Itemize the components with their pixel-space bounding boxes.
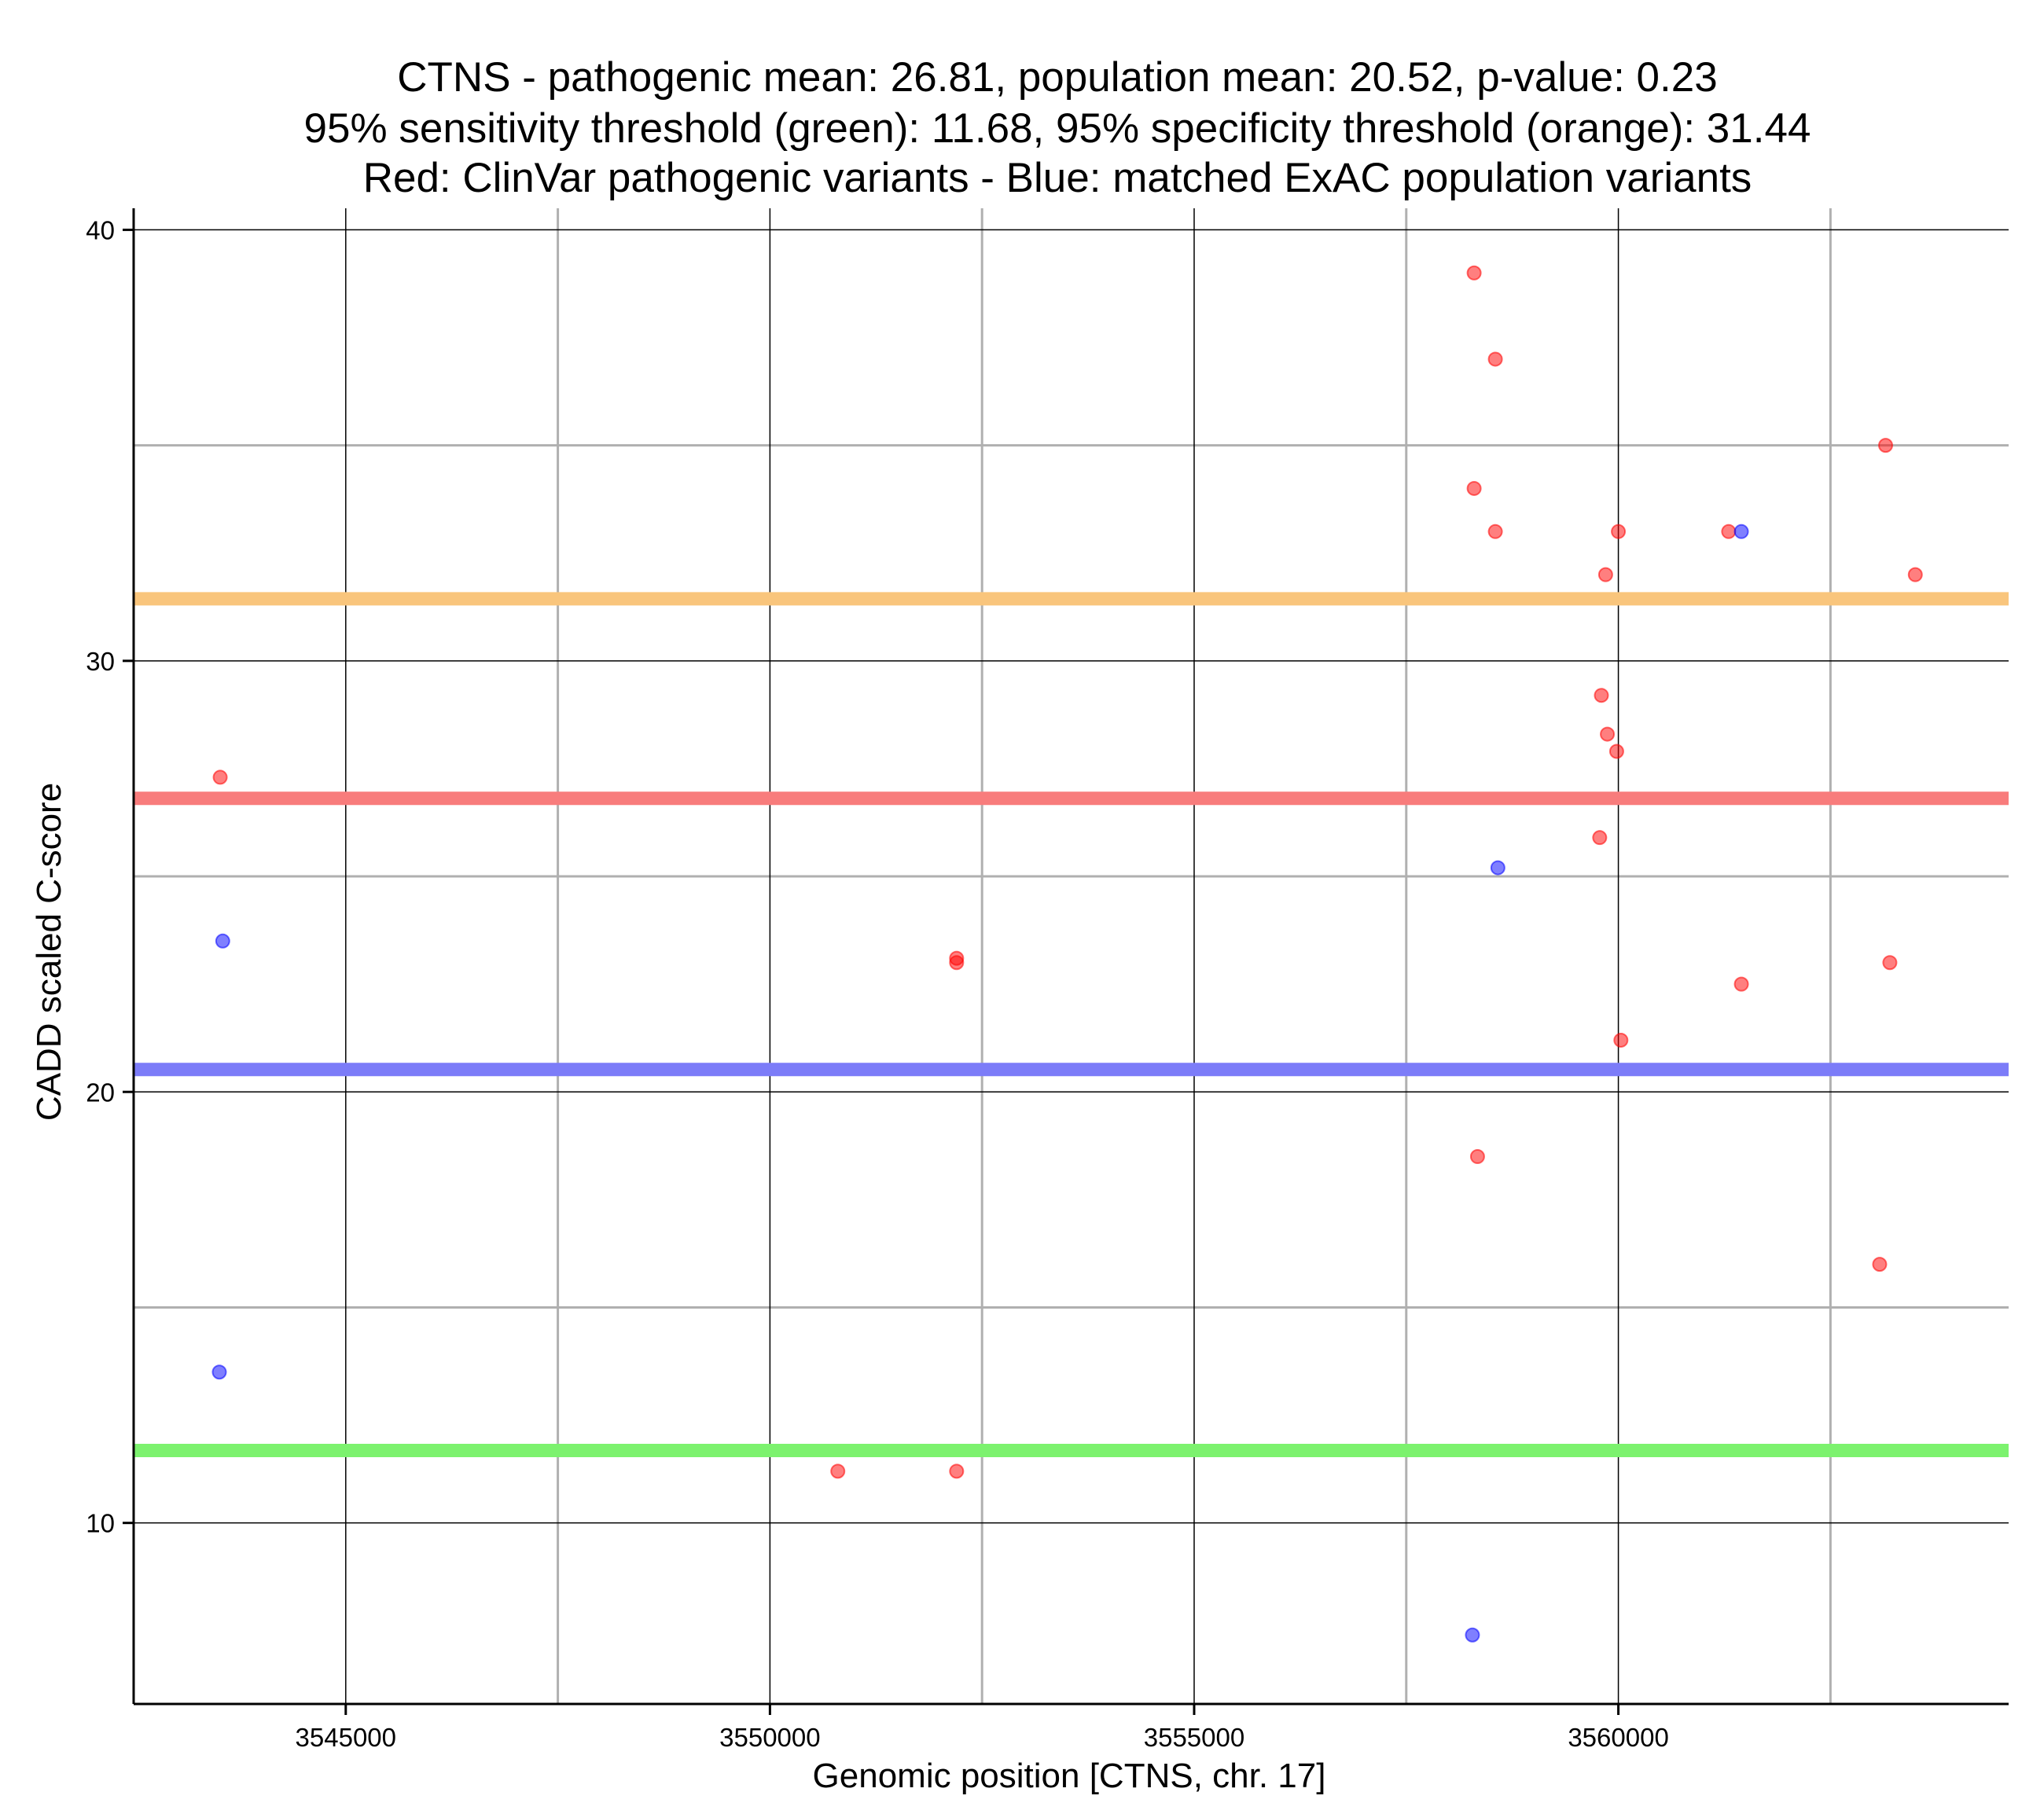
pathogenic-point-15 (1592, 830, 1608, 846)
x-tick-label-3: 3560000 (1568, 1723, 1668, 1752)
pathogenic-point-10 (1597, 567, 1613, 582)
population-point-4 (1465, 1627, 1480, 1643)
y-axis-label: CADD scaled C-score (30, 783, 68, 1121)
y-axis-ticks: 10 20 30 40 (86, 215, 134, 1538)
population-point-0 (215, 933, 230, 949)
x-tick-label-0: 3545000 (296, 1723, 396, 1752)
title-line-1: CTNS - pathogenic mean: 26.81, populatio… (397, 54, 1717, 101)
pathogenic-point-5 (1466, 265, 1482, 281)
pathogenic-point-6 (1487, 351, 1503, 367)
y-tick-label-2: 30 (86, 647, 115, 676)
pathogenic-point-20 (1613, 1032, 1629, 1048)
pathogenic-point-16 (1878, 438, 1894, 454)
pathogenic-point-19 (1882, 955, 1898, 971)
y-tick-label-3: 40 (86, 215, 115, 244)
pathogenic-point-14 (1608, 744, 1624, 759)
pathogenic-point-22 (1872, 1257, 1888, 1272)
pathogenic-point-4 (949, 1463, 965, 1479)
data-points (211, 265, 1923, 1643)
pathogenic-point-3 (830, 1463, 846, 1479)
population-point-3 (1733, 523, 1749, 539)
major-gridlines (134, 208, 2009, 1704)
pathogenic-point-2 (949, 955, 965, 971)
title-line-2: 95% sensitivity threshold (green): 11.68… (304, 105, 1811, 152)
pathogenic-point-8 (1487, 523, 1503, 539)
y-tick-label-0: 10 (86, 1509, 115, 1538)
chart-title: CTNS - pathogenic mean: 26.81, populatio… (304, 54, 1811, 201)
pathogenic-point-18 (1733, 976, 1749, 992)
population-point-2 (1490, 860, 1505, 876)
pathogenic-point-0 (212, 769, 228, 785)
x-axis-ticks: 3545000 3550000 3555000 3560000 (296, 1704, 1669, 1752)
pathogenic-point-17 (1907, 567, 1923, 582)
y-tick-label-1: 20 (86, 1078, 115, 1107)
axes (132, 208, 2009, 1706)
population-point-1 (211, 1364, 227, 1380)
pathogenic-point-7 (1466, 480, 1482, 496)
minor-gridlines (134, 208, 2009, 1704)
x-tick-label-2: 3555000 (1144, 1723, 1244, 1752)
x-tick-label-1: 3550000 (719, 1723, 820, 1752)
pathogenic-point-11 (1721, 523, 1737, 539)
pathogenic-point-13 (1600, 726, 1616, 742)
pathogenic-point-12 (1594, 688, 1609, 703)
x-axis-label: Genomic position [CTNS, chr. 17] (813, 1757, 1326, 1795)
threshold-lines (134, 592, 2009, 1458)
title-line-3: Red: ClinVar pathogenic variants - Blue:… (363, 155, 1752, 201)
pathogenic-point-9 (1611, 523, 1627, 539)
pathogenic-point-21 (1469, 1149, 1485, 1165)
